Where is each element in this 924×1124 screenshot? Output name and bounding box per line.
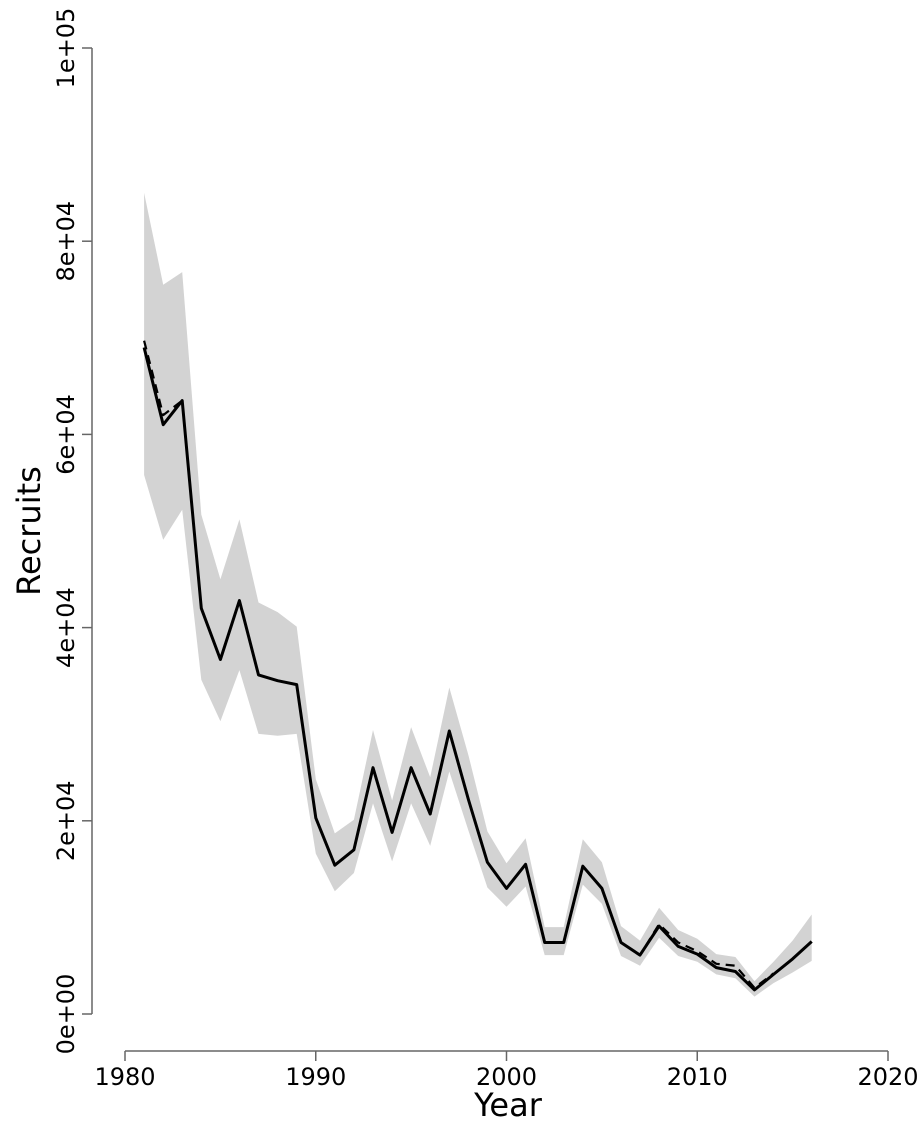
tick-layer: 0e+00 2e+04 4e+04 6e+04 8e+04 1e+05 1980 1990 20… <box>52 8 919 1091</box>
x-tick-label: 2000 <box>476 1063 537 1091</box>
confidence-band-layer <box>144 192 812 997</box>
confidence-band <box>144 192 812 997</box>
y-tick-label: 6e+04 <box>52 394 80 475</box>
series-line-dashed <box>143 340 775 989</box>
y-axis-title: Recruits <box>10 466 48 596</box>
x-tick-label: 1990 <box>285 1063 346 1091</box>
y-tick-label: 0e+00 <box>52 974 80 1055</box>
y-tick-label: 1e+05 <box>52 8 80 89</box>
x-tick-label: 2010 <box>667 1063 728 1091</box>
x-tick-label: 1980 <box>94 1063 155 1091</box>
y-tick-label: 8e+04 <box>52 201 80 282</box>
series-line-solid <box>142 347 813 992</box>
y-tick-label: 4e+04 <box>52 587 80 668</box>
series-line-layer <box>142 340 813 992</box>
x-axis-title: Year <box>473 1086 543 1124</box>
x-tick-label: 2020 <box>857 1063 918 1091</box>
y-tick-label: 2e+04 <box>52 780 80 861</box>
